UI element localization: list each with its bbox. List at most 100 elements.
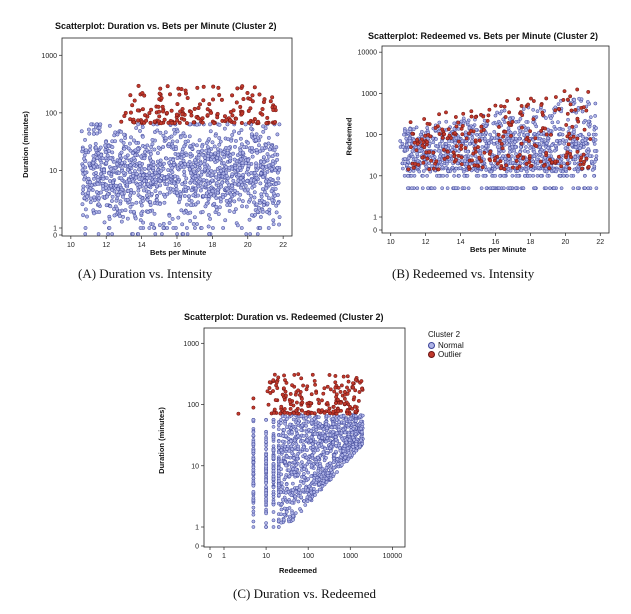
chart-b-point-normal (409, 152, 414, 157)
chart-b-point-outlier (553, 159, 558, 164)
chart-a-point-normal (237, 131, 241, 135)
chart-b-point-normal (441, 144, 445, 149)
chart-a-point-outlier (156, 109, 162, 114)
chart-a-point-normal (94, 190, 99, 194)
chart-a-point-normal (138, 218, 143, 223)
chart-a-point-normal (147, 155, 152, 160)
chart-b-point-normal (492, 129, 497, 134)
chart-b-point-normal (583, 138, 588, 142)
chart-b-point-normal (437, 120, 442, 125)
chart-c-point-normal (316, 415, 321, 420)
chart-a-point-normal (233, 138, 238, 143)
chart-b-point-normal (452, 173, 456, 178)
chart-a-point-normal (145, 176, 150, 180)
chart-a-point-normal (270, 198, 275, 203)
chart-b-point-normal (445, 173, 449, 178)
chart-a-point-normal (264, 186, 269, 191)
chart-c-point-normal (359, 426, 363, 431)
chart-c-point-normal (342, 444, 347, 449)
chart-a-point-normal (119, 219, 124, 224)
chart-b-point-outlier (440, 135, 445, 140)
chart-a-point-normal (92, 176, 96, 181)
chart-b-point-normal (466, 186, 471, 191)
chart-a-point-outlier (169, 108, 174, 113)
chart-c-point-outlier (327, 373, 332, 377)
chart-a-point-normal (246, 163, 251, 168)
chart-c-point-normal (251, 417, 256, 422)
chart-a-point-normal (227, 209, 232, 213)
chart-a-point-normal (163, 136, 168, 141)
chart-b-point-outlier (434, 159, 439, 164)
chart-a-point-normal (153, 170, 158, 175)
chart-a-point-normal (193, 186, 198, 191)
chart-a-point-normal (274, 210, 279, 215)
legend-item-normal: Normal (428, 341, 464, 350)
chart-c-point-normal (309, 435, 314, 439)
chart-b-point-outlier (562, 89, 567, 94)
chart-a-point-normal (260, 209, 265, 214)
chart-c-point-normal (289, 493, 294, 498)
chart-c-point-outlier (334, 395, 339, 399)
chart-b-point-outlier (447, 133, 452, 138)
chart-a-point-normal (181, 165, 186, 170)
chart-a-point-normal (201, 178, 206, 182)
chart-c-point-outlier (342, 396, 347, 401)
chart-c-point-normal (292, 456, 296, 461)
chart-a-ylabel: Duration (minutes) (20, 111, 30, 178)
chart-a-point-normal (178, 192, 183, 197)
chart-a-point-normal (155, 151, 160, 156)
chart-a-point-normal (274, 181, 279, 186)
chart-c-point-normal (360, 422, 365, 427)
chart-a-point-outlier (180, 112, 185, 117)
chart-a-point-normal (261, 175, 265, 180)
chart-a-point-normal (206, 154, 211, 159)
chart-c-point-normal (271, 424, 276, 429)
chart-a-point-outlier (241, 96, 246, 102)
chart-a-point-normal (121, 170, 126, 175)
chart-a-point-normal (102, 168, 106, 172)
chart-c-point-normal (264, 511, 268, 516)
chart-a-point-normal (206, 212, 211, 217)
chart-c-point-normal (286, 517, 291, 522)
chart-a-point-normal (187, 194, 191, 199)
chart-b-point-outlier (437, 112, 442, 117)
chart-c-point-normal (292, 460, 297, 465)
chart-a-point-normal (82, 177, 87, 182)
chart-b-point-normal (594, 154, 599, 158)
chart-c-point-outlier (326, 409, 331, 414)
chart-a-point-normal (93, 141, 98, 146)
chart-b-point-normal (509, 154, 514, 158)
chart-c-point-normal (296, 434, 300, 438)
chart-c-point-outlier (321, 391, 326, 396)
chart-c-point-normal (271, 510, 276, 514)
chart-b-xtick-label-0: 10 (387, 239, 395, 246)
chart-b-point-outlier (437, 132, 442, 136)
chart-a-point-normal (108, 183, 113, 188)
chart-a-point-normal (252, 195, 257, 200)
chart-c-point-outlier (290, 383, 295, 388)
chart-a-point-outlier (128, 110, 133, 115)
legend-normal-marker (428, 342, 435, 349)
chart-b-point-normal (511, 136, 515, 141)
chart-a-point-normal (151, 166, 156, 171)
chart-a-point-normal (209, 173, 214, 178)
chart-a-point-normal (84, 148, 89, 153)
legend-item-outlier: Outlier (428, 350, 464, 359)
chart-b-point-outlier (420, 143, 425, 148)
chart-a-point-normal (137, 177, 142, 182)
chart-b-point-normal (438, 141, 442, 146)
chart-a-point-outlier (265, 115, 270, 120)
chart-b-point-outlier (527, 139, 531, 143)
chart-c-point-outlier (299, 376, 304, 381)
chart-a-point-normal (263, 179, 268, 184)
chart-a-point-normal (88, 147, 92, 152)
chart-a-point-normal (153, 177, 158, 182)
chart-a-point-normal (139, 211, 144, 216)
chart-b-point-normal (498, 173, 502, 178)
chart-c-point-normal (335, 470, 339, 474)
chart-b-point-outlier (548, 157, 552, 162)
chart-a-point-normal (188, 210, 193, 215)
chart-c-point-normal (284, 490, 288, 495)
chart-a-point-normal (239, 226, 244, 230)
chart-c-point-normal (325, 426, 329, 431)
